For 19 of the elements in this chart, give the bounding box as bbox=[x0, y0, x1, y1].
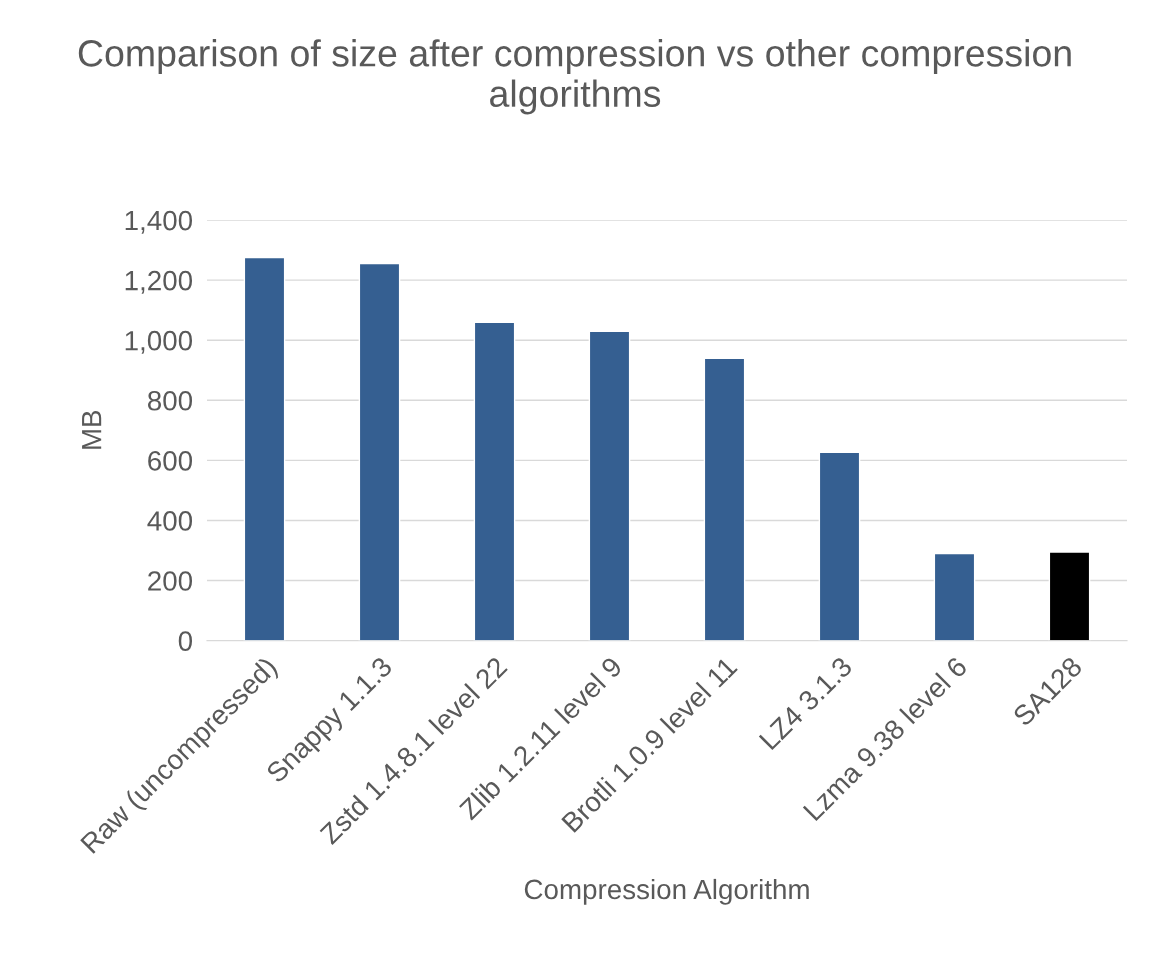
y-tick-label: 1,000 bbox=[125, 330, 193, 354]
bar bbox=[818, 451, 861, 641]
y-tick-label: 200 bbox=[148, 571, 193, 591]
bar bbox=[933, 552, 976, 641]
y-tick-label: 400 bbox=[147, 511, 193, 531]
y-axis-title: MB bbox=[82, 410, 102, 449]
bar bbox=[243, 256, 286, 641]
bar bbox=[358, 262, 401, 641]
y-tick-label: 800 bbox=[147, 390, 193, 411]
y-tick-label: 1,400 bbox=[125, 210, 193, 234]
bar bbox=[1048, 551, 1091, 641]
bar bbox=[588, 330, 631, 641]
x-axis-title: Compression Algorithm bbox=[524, 878, 809, 905]
y-tick-label: 1,200 bbox=[125, 270, 193, 294]
y-tick-label: 600 bbox=[148, 451, 193, 471]
bar bbox=[473, 321, 516, 641]
bar bbox=[703, 357, 746, 641]
y-tick-label: 0 bbox=[178, 631, 193, 651]
chart-title: Comparison of size after compression vs other compression algorithms bbox=[78, 39, 1071, 115]
